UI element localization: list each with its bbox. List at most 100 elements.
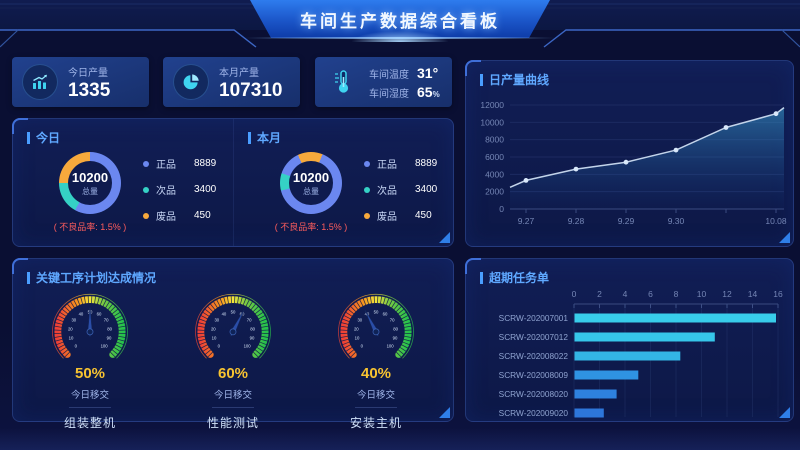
- legend-dot: [143, 186, 149, 193]
- gauge-dial: 0102030405060708090100: [52, 293, 128, 359]
- banner-glow: [352, 31, 448, 42]
- svg-text:60: 60: [97, 312, 102, 317]
- svg-text:8000: 8000: [485, 135, 504, 145]
- svg-text:100: 100: [244, 344, 252, 349]
- legend-dot: [143, 160, 149, 167]
- kpi-value: 1335: [68, 79, 111, 101]
- svg-text:40: 40: [222, 312, 227, 317]
- svg-text:30: 30: [71, 318, 76, 323]
- gauge-percent: 40%: [360, 365, 392, 382]
- svg-text:SCRW-202008020: SCRW-202008020: [499, 389, 569, 399]
- svg-text:12000: 12000: [480, 100, 504, 110]
- legend-item: 次品 3400: [143, 182, 216, 197]
- humidity-label: 车间湿度: [369, 88, 409, 100]
- temperature-label: 车间温度: [369, 69, 409, 81]
- svg-text:4000: 4000: [485, 169, 504, 179]
- panel-title-overdue-tasks: 超期任务单: [466, 259, 793, 286]
- legend-name: 正品: [377, 160, 397, 171]
- legend-value: 8889: [194, 158, 217, 169]
- donut-center: 10200 总量: [280, 152, 342, 214]
- gauge-percent: 50%: [74, 365, 106, 382]
- legend-item: 废品 450: [143, 208, 216, 223]
- svg-text:SCRW-202007012: SCRW-202007012: [499, 332, 569, 342]
- legend-name: 废品: [156, 212, 176, 223]
- gauge-divider: [355, 407, 397, 408]
- temperature-value: 31°: [417, 64, 439, 81]
- kpi-card-environment: 车间温度 31° 车间湿度 65%: [315, 57, 452, 107]
- svg-text:20: 20: [211, 326, 216, 331]
- defect-rate-note: ( 不良品率: 1.5% ): [53, 222, 127, 232]
- humidity-unit: %: [432, 89, 440, 99]
- svg-text:9.30: 9.30: [668, 216, 685, 226]
- legend-value: 3400: [415, 184, 438, 195]
- donut-total-label: 总量: [82, 186, 98, 196]
- svg-text:SCRW-202008022: SCRW-202008022: [499, 351, 569, 361]
- svg-text:20: 20: [354, 326, 359, 331]
- quality-section-title: 今日: [13, 119, 233, 146]
- gauge-divider: [69, 407, 111, 408]
- donut-legend: 正品 8889 次品 3400 废品 450: [143, 156, 216, 223]
- svg-text:30: 30: [214, 318, 219, 323]
- svg-text:0: 0: [361, 344, 364, 349]
- legend-value: 450: [194, 210, 211, 221]
- svg-text:70: 70: [390, 318, 395, 323]
- legend-item: 废品 450: [364, 208, 437, 223]
- legend-value: 450: [415, 210, 432, 221]
- svg-text:SCRW-202007001: SCRW-202007001: [499, 313, 569, 323]
- legend-dot: [143, 212, 149, 219]
- title-accent-bar: [480, 271, 483, 284]
- svg-text:9.27: 9.27: [518, 216, 535, 226]
- legend-item: 次品 3400: [364, 182, 437, 197]
- svg-text:2000: 2000: [485, 187, 504, 197]
- svg-text:10: 10: [69, 336, 74, 341]
- svg-text:10.08: 10.08: [765, 216, 787, 226]
- svg-text:20: 20: [68, 326, 73, 331]
- svg-text:9.29: 9.29: [618, 216, 635, 226]
- kpi-card-month-output: 本月产量 107310: [163, 57, 300, 107]
- gauge-sub-label: 今日移交: [213, 390, 252, 401]
- donut-legend: 正品 8889 次品 3400 废品 450: [364, 156, 437, 223]
- kpi-label: 今日产量: [68, 67, 108, 79]
- svg-text:10: 10: [697, 289, 707, 299]
- gauge-dial: 0102030405060708090100: [195, 293, 271, 359]
- svg-text:0: 0: [572, 289, 577, 299]
- temperature-row: 车间温度 31°: [369, 65, 440, 81]
- gauge-divider: [212, 407, 254, 408]
- svg-text:80: 80: [250, 326, 255, 331]
- svg-text:0: 0: [499, 204, 504, 214]
- svg-text:90: 90: [393, 336, 398, 341]
- svg-text:60: 60: [383, 312, 388, 317]
- donut-center: 10200 总量: [59, 152, 121, 214]
- svg-text:0: 0: [75, 344, 78, 349]
- panel-title-daily-output: 日产量曲线: [466, 61, 793, 88]
- kpi-value: 107310: [219, 79, 283, 101]
- svg-text:40: 40: [79, 312, 84, 317]
- quality-donut-chart: 10200 总量: [59, 152, 121, 214]
- legend-item: 正品 8889: [143, 156, 216, 171]
- svg-text:10: 10: [212, 336, 217, 341]
- svg-text:10000: 10000: [480, 117, 504, 127]
- svg-text:SCRW-202009020: SCRW-202009020: [499, 408, 569, 418]
- quality-donut-chart: 10200 总量: [280, 152, 342, 214]
- humidity-value: 65%: [417, 83, 440, 100]
- kpi-card-today-output: 今日产量 1335: [12, 57, 149, 107]
- legend-name: 次品: [377, 186, 397, 197]
- svg-text:4: 4: [623, 289, 628, 299]
- svg-text:6000: 6000: [485, 152, 504, 162]
- overdue-tasks-bar-chart: 0 2 4 6 8 10 12 14 16 SCRW-202007001 SCRW-20200701…: [499, 289, 783, 418]
- legend-value: 3400: [194, 184, 217, 195]
- title-accent-bar: [480, 73, 483, 86]
- legend-name: 正品: [156, 160, 176, 171]
- svg-text:30: 30: [357, 318, 362, 323]
- svg-text:70: 70: [104, 318, 109, 323]
- svg-text:8: 8: [674, 289, 679, 299]
- title-accent-bar: [248, 131, 251, 144]
- gauge-process-name: 安装主机: [349, 416, 402, 430]
- legend-item: 正品 8889: [364, 156, 437, 171]
- svg-text:70: 70: [247, 318, 252, 323]
- title-accent-bar: [27, 271, 30, 284]
- gauge-process-name: 性能测试: [206, 416, 259, 430]
- daily-output-panel: 日产量曲线 0 2000 4000 6000 8000 10000 12000 9.27 9.2…: [465, 60, 794, 247]
- bar-chart-up-icon: [22, 64, 58, 100]
